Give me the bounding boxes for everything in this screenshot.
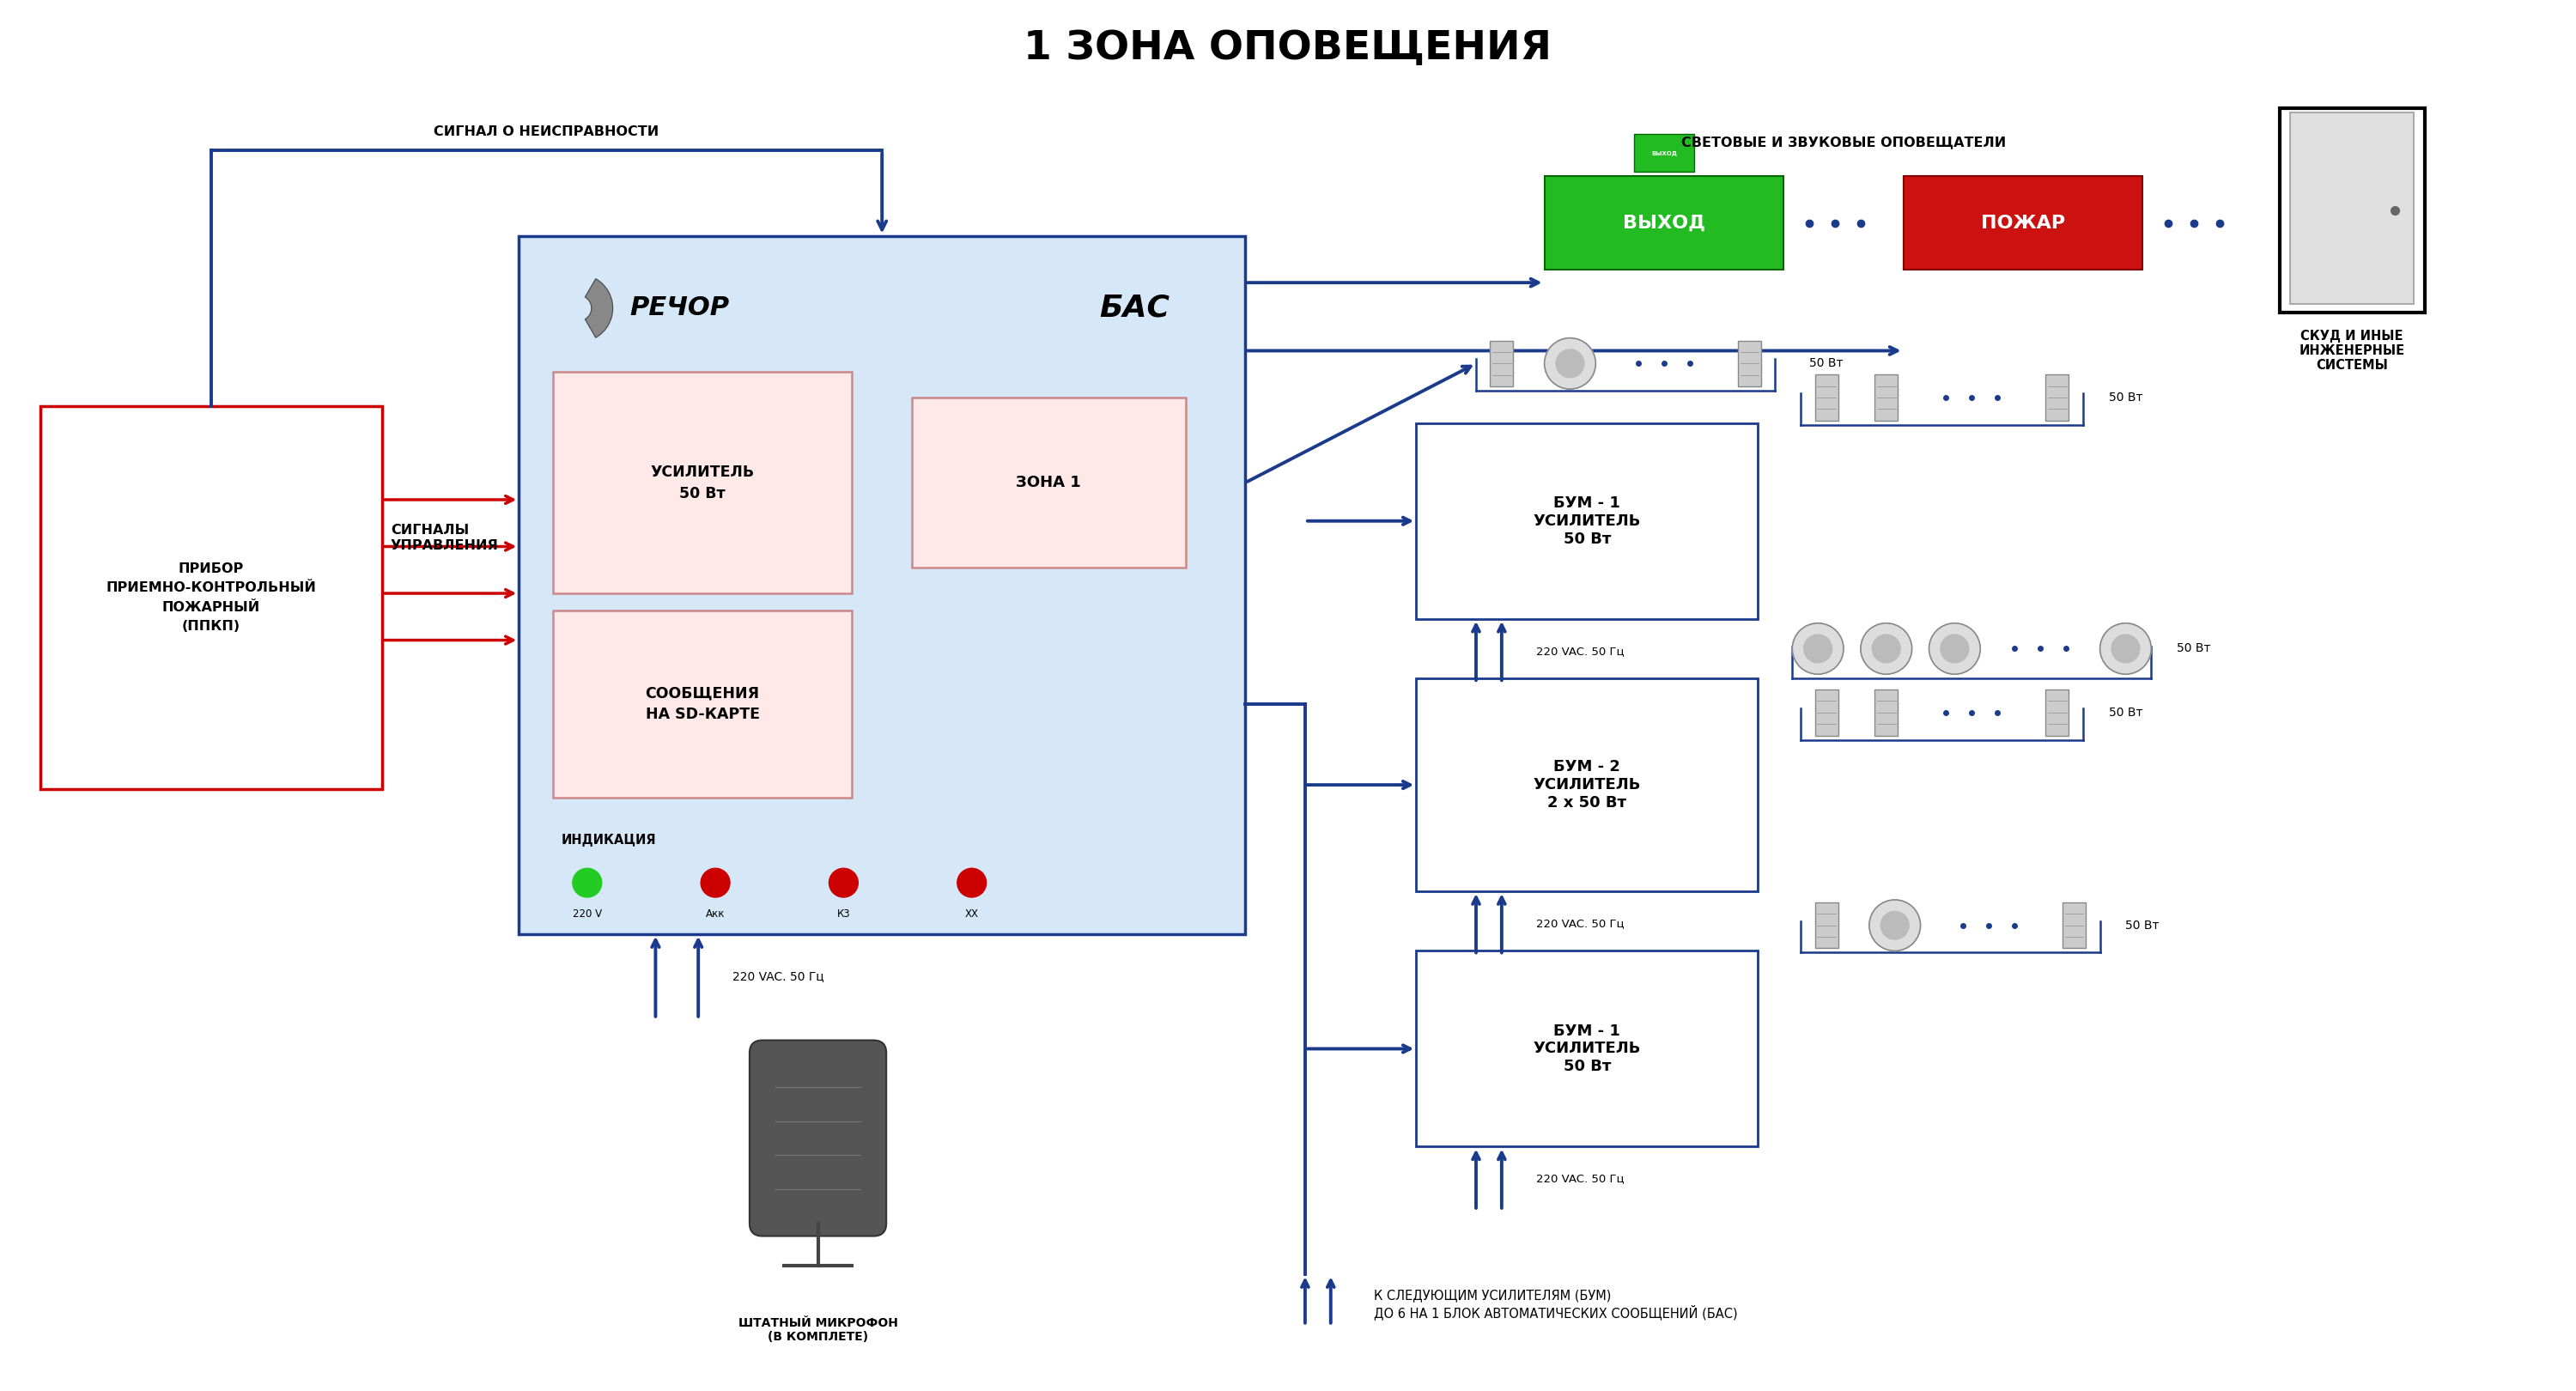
Text: ХХ: ХХ: [966, 908, 979, 919]
FancyBboxPatch shape: [554, 611, 853, 797]
Wedge shape: [585, 278, 613, 338]
Text: 50 Вт: 50 Вт: [2110, 707, 2143, 719]
FancyBboxPatch shape: [518, 236, 1244, 933]
FancyBboxPatch shape: [1633, 134, 1695, 172]
FancyBboxPatch shape: [2045, 690, 2069, 736]
Circle shape: [1870, 900, 1922, 951]
Text: СИГНАЛ О НЕИСПРАВНОСТИ: СИГНАЛ О НЕИСПРАВНОСТИ: [433, 125, 659, 138]
FancyBboxPatch shape: [2045, 374, 2069, 420]
Text: 50 Вт: 50 Вт: [2110, 391, 2143, 403]
FancyBboxPatch shape: [2280, 108, 2424, 313]
Text: Акк: Акк: [706, 908, 724, 919]
FancyBboxPatch shape: [1739, 341, 1762, 387]
FancyBboxPatch shape: [1875, 374, 1899, 420]
Circle shape: [958, 868, 987, 897]
Circle shape: [2099, 623, 2151, 675]
Circle shape: [1940, 634, 1968, 662]
FancyBboxPatch shape: [1489, 341, 1512, 387]
Circle shape: [1793, 623, 1844, 675]
Text: ПРИБОР
ПРИЕМНО-КОНТРОЛЬНЫЙ
ПОЖАРНЫЙ
(ППКП): ПРИБОР ПРИЕМНО-КОНТРОЛЬНЫЙ ПОЖАРНЫЙ (ППК…: [106, 562, 317, 633]
Text: ПОЖАР: ПОЖАР: [1981, 214, 2066, 232]
Text: К3: К3: [837, 908, 850, 919]
Text: 50 Вт: 50 Вт: [2177, 643, 2210, 655]
Text: БАС: БАС: [1100, 294, 1170, 323]
Text: СИГНАЛЫ
УПРАВЛЕНИЯ: СИГНАЛЫ УПРАВЛЕНИЯ: [392, 524, 500, 552]
Circle shape: [1860, 623, 1911, 675]
FancyBboxPatch shape: [1417, 423, 1757, 619]
Text: БУМ - 1
УСИЛИТЕЛЬ
50 Вт: БУМ - 1 УСИЛИТЕЛЬ 50 Вт: [1533, 1024, 1641, 1074]
Text: 220 VAC. 50 Гц: 220 VAC. 50 Гц: [1535, 645, 1623, 657]
Text: 220 VAC. 50 Гц: 220 VAC. 50 Гц: [732, 971, 824, 982]
FancyBboxPatch shape: [1417, 679, 1757, 892]
Circle shape: [1929, 623, 1981, 675]
Text: 50 Вт: 50 Вт: [1808, 357, 1844, 370]
Text: БУМ - 1
УСИЛИТЕЛЬ
50 Вт: БУМ - 1 УСИЛИТЕЛЬ 50 Вт: [1533, 495, 1641, 547]
Text: 50 Вт: 50 Вт: [2125, 919, 2159, 932]
Text: РЕЧОР: РЕЧОР: [631, 296, 729, 320]
Text: ШТАТНЫЙ МИКРОФОН
(В КОМПЛЕТЕ): ШТАТНЫЙ МИКРОФОН (В КОМПЛЕТЕ): [739, 1317, 896, 1342]
Circle shape: [572, 868, 603, 897]
Text: СВЕТОВЫЕ И ЗВУКОВЫЕ ОПОВЕЩАТЕЛИ: СВЕТОВЫЕ И ЗВУКОВЫЕ ОПОВЕЩАТЕЛИ: [1682, 136, 2007, 149]
Circle shape: [1873, 634, 1901, 662]
Text: УСИЛИТЕЛЬ
50 Вт: УСИЛИТЕЛЬ 50 Вт: [652, 465, 755, 501]
FancyBboxPatch shape: [554, 371, 853, 594]
Text: 220 VAC. 50 Гц: 220 VAC. 50 Гц: [1535, 918, 1623, 929]
Circle shape: [2112, 634, 2141, 662]
FancyBboxPatch shape: [41, 406, 381, 789]
Text: 220 V: 220 V: [572, 908, 603, 919]
FancyBboxPatch shape: [1546, 177, 1783, 270]
FancyBboxPatch shape: [1417, 951, 1757, 1146]
Circle shape: [1803, 634, 1832, 662]
Text: 1 ЗОНА ОПОВЕЩЕНИЯ: 1 ЗОНА ОПОВЕЩЕНИЯ: [1023, 29, 1551, 68]
FancyBboxPatch shape: [1904, 177, 2143, 270]
FancyBboxPatch shape: [1875, 690, 1899, 736]
Text: К СЛЕДУЮЩИМ УСИЛИТЕЛЯМ (БУМ)
ДО 6 НА 1 БЛОК АВТОМАТИЧЕСКИХ СООБЩЕНИЙ (БАС): К СЛЕДУЮЩИМ УСИЛИТЕЛЯМ (БУМ) ДО 6 НА 1 Б…: [1373, 1289, 1736, 1320]
Circle shape: [829, 868, 858, 897]
Text: 220 VAC. 50 Гц: 220 VAC. 50 Гц: [1535, 1174, 1623, 1185]
Circle shape: [1546, 338, 1595, 389]
FancyBboxPatch shape: [2063, 903, 2087, 949]
FancyBboxPatch shape: [1816, 903, 1839, 949]
Text: ЗОНА 1: ЗОНА 1: [1015, 474, 1082, 491]
Text: БУМ - 2
УСИЛИТЕЛЬ
2 х 50 Вт: БУМ - 2 УСИЛИТЕЛЬ 2 х 50 Вт: [1533, 759, 1641, 811]
FancyBboxPatch shape: [912, 398, 1185, 568]
FancyBboxPatch shape: [1816, 374, 1839, 420]
Text: ИНДИКАЦИЯ: ИНДИКАЦИЯ: [562, 833, 657, 847]
Text: ВЫХОД: ВЫХОД: [1623, 214, 1705, 232]
Text: ВЫХОД: ВЫХОД: [1651, 150, 1677, 156]
Text: СКУД И ИНЫЕ
ИНЖЕНЕРНЫЕ
СИСТЕМЫ: СКУД И ИНЫЕ ИНЖЕНЕРНЫЕ СИСТЕМЫ: [2300, 330, 2406, 373]
Circle shape: [1880, 911, 1909, 939]
Circle shape: [1556, 349, 1584, 377]
FancyBboxPatch shape: [750, 1040, 886, 1237]
Text: СООБЩЕНИЯ
НА SD-КАРТЕ: СООБЩЕНИЯ НА SD-КАРТЕ: [647, 686, 760, 722]
FancyBboxPatch shape: [1816, 690, 1839, 736]
FancyBboxPatch shape: [2290, 113, 2414, 303]
Circle shape: [701, 868, 729, 897]
